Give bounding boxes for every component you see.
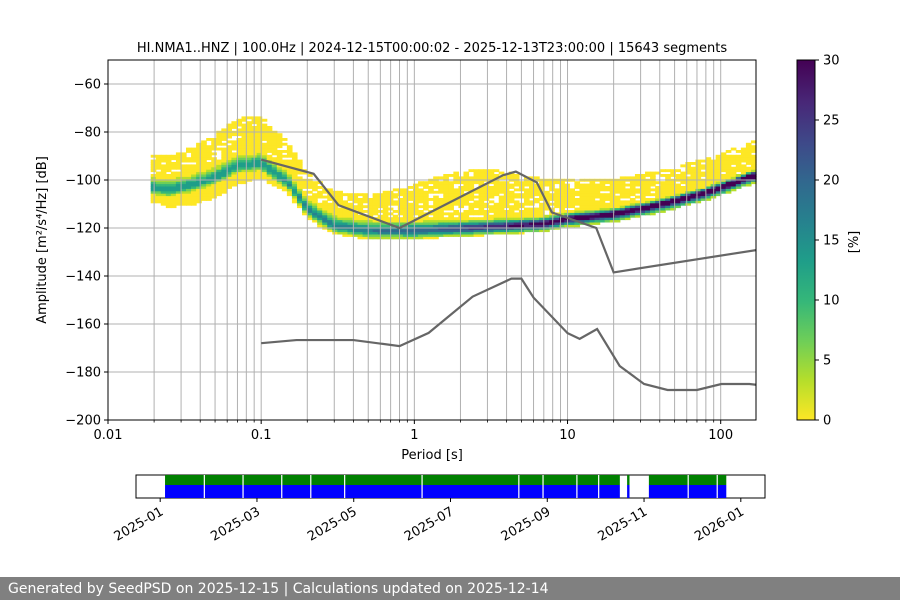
timeline-gap (310, 475, 312, 498)
y-tick-label: −100 (65, 174, 101, 189)
y-tick-label: −200 (65, 414, 101, 429)
curve-nhnm (260, 158, 756, 274)
y-tick-label: −80 (74, 126, 101, 141)
timeline-gap (203, 475, 205, 498)
timeline-gap (421, 475, 423, 498)
timeline-tick-label: 2025-03 (208, 504, 263, 544)
footer-banner: Generated by SeedPSD on 2025-12-15 | Cal… (0, 577, 900, 600)
plot-frame (107, 59, 757, 421)
colorbar-tick-label: 30 (823, 54, 840, 69)
noise-model-curves (260, 158, 756, 392)
colorbar-tick-label: 15 (823, 234, 840, 249)
processed-bar (165, 485, 620, 498)
timeline-tick-label: 2025-01 (112, 504, 167, 544)
ppsd-density-cells (150, 116, 757, 240)
availability-bar (165, 475, 620, 485)
colorbar-label: [%] (847, 231, 862, 254)
y-axis-label: Amplitude [m²/s⁴/Hz] [dB] (35, 156, 50, 324)
y-tick-label: −60 (74, 78, 101, 93)
y-axis: −200 −180 −160 −140 −120 −100 −80 −60 (65, 78, 108, 429)
y-tick-label: −180 (65, 366, 101, 381)
x-tick-label: 0.01 (94, 428, 123, 443)
x-tick-label: 1 (410, 428, 418, 443)
y-tick-label: −140 (65, 270, 101, 285)
colorbar (796, 59, 816, 421)
timeline-gap (242, 475, 244, 498)
x-axis-label: Period [s] (401, 448, 463, 463)
availability-bar (627, 475, 630, 485)
timeline-bars (165, 475, 727, 498)
x-tick-label: 0.1 (251, 428, 272, 443)
timeline-gap (281, 475, 283, 498)
timeline-tick-label: 2025-07 (402, 504, 457, 544)
timeline-gap (518, 475, 520, 498)
ppsd-figure: HI.NMA1..HNZ | 100.0Hz | 2024-12-15T00:0… (35, 41, 862, 545)
colorbar-ticks: 0 5 10 15 20 25 30 (815, 54, 840, 429)
x-tick-label: 10 (559, 428, 576, 443)
timeline-gap (598, 475, 600, 498)
colorbar-tick-label: 20 (823, 174, 840, 189)
y-tick-label: −160 (65, 318, 101, 333)
colorbar-tick-label: 5 (823, 354, 831, 369)
timeline-tick-label: 2025-09 (499, 504, 554, 544)
x-axis: 0.01 0.1 1 10 100 (94, 420, 733, 443)
curve-nlnm (261, 277, 756, 392)
chart-title: HI.NMA1..HNZ | 100.0Hz | 2024-12-15T00:0… (137, 41, 727, 56)
colorbar-tick-label: 0 (823, 414, 831, 429)
timeline-tick-label: 2025-11 (595, 504, 650, 544)
timeline-gap (542, 475, 544, 498)
timeline-tick-label: 2026-01 (692, 504, 747, 544)
processed-bar (627, 485, 630, 498)
y-tick-label: −120 (65, 222, 101, 237)
timeline-axis: 2025-01 2025-03 2025-05 2025-07 2025-09 2025-… (112, 498, 747, 545)
colorbar-tick-label: 10 (823, 294, 840, 309)
colorbar-tick-label: 25 (823, 114, 840, 129)
timeline-gap (344, 475, 346, 498)
timeline-gap (716, 475, 718, 498)
period-grid-lines (108, 60, 756, 421)
x-tick-label: 100 (708, 428, 733, 443)
timeline-tick-label: 2025-05 (305, 504, 360, 544)
timeline-gap (687, 475, 689, 498)
timeline-gap (576, 475, 578, 498)
